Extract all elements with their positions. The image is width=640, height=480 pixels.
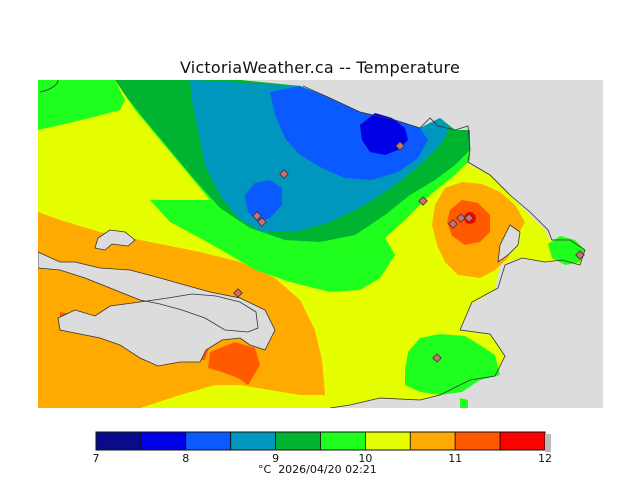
bay-outline xyxy=(497,224,521,263)
west-coast-curve xyxy=(39,80,59,93)
color-scale-cells xyxy=(95,431,546,451)
legend-footer: °C 2026/04/20 02:21 xyxy=(258,463,377,476)
station-marker[interactable] xyxy=(252,211,262,221)
station-markers xyxy=(233,141,585,363)
scale-tick-label: 9 xyxy=(272,452,280,465)
station-marker[interactable] xyxy=(233,288,243,298)
scale-tick-label: 7 xyxy=(92,452,100,465)
island-outline xyxy=(38,251,276,367)
color-scale-cell xyxy=(230,431,276,451)
station-marker[interactable] xyxy=(395,141,405,151)
zone-9.5-10-south-bulge xyxy=(150,200,395,292)
zone-7.5-8 xyxy=(360,113,408,155)
color-scale-cell xyxy=(275,431,321,451)
station-marker[interactable] xyxy=(279,169,289,179)
station-marker[interactable] xyxy=(448,219,458,229)
color-scale-cell xyxy=(409,431,456,451)
zone-9.5-10-small xyxy=(460,398,468,408)
color-scale-cell xyxy=(185,431,232,451)
station-marker[interactable] xyxy=(432,353,442,363)
color-scale-cell xyxy=(140,431,187,451)
color-scale-shadow xyxy=(545,434,551,452)
color-scale-cell xyxy=(364,431,411,451)
scale-tick-label: 8 xyxy=(182,452,190,465)
station-marker[interactable] xyxy=(257,217,267,227)
zone-8-8.5 xyxy=(270,86,428,180)
color-scale-cell xyxy=(499,431,546,451)
zone-9.5-10-se xyxy=(405,334,500,395)
zone-9.5-10-east-tip xyxy=(548,236,585,265)
station-marker[interactable] xyxy=(464,213,474,223)
color-scale-cell xyxy=(95,431,142,451)
legend-timestamp: 2026/04/20 02:21 xyxy=(278,463,377,476)
color-scale-cell xyxy=(454,431,501,451)
legend-unit: °C xyxy=(258,463,272,476)
scale-tick-label: 12 xyxy=(538,452,552,465)
color-scale-cell xyxy=(320,431,366,451)
station-marker[interactable] xyxy=(418,196,428,206)
station-marker[interactable] xyxy=(456,213,466,223)
coastline xyxy=(302,85,586,408)
station-marker[interactable] xyxy=(575,250,585,260)
zone-11-12-sw-2 xyxy=(208,342,260,385)
zone-8-8.5-small xyxy=(245,180,282,222)
map-title: VictoriaWeather.ca -- Temperature xyxy=(180,58,460,77)
inlet-outline xyxy=(94,229,136,251)
scale-tick-label: 10 xyxy=(358,452,373,465)
scale-tick-label: 11 xyxy=(448,452,463,465)
zone-9.5-10-west xyxy=(38,80,125,130)
